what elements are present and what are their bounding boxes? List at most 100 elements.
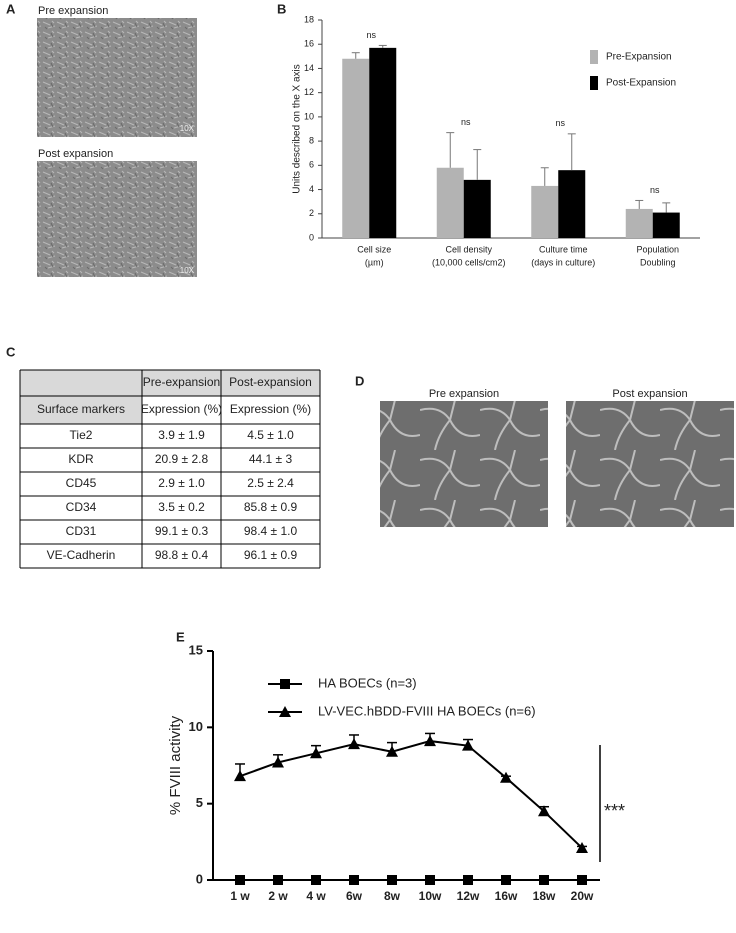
bar bbox=[463, 179, 491, 238]
legend-swatch bbox=[590, 50, 598, 64]
x-tick-label: Cell density bbox=[445, 244, 492, 254]
table-cell: 20.9 ± 2.8 bbox=[155, 452, 209, 466]
micrograph bbox=[380, 401, 548, 527]
x-tick-label: Culture time bbox=[539, 244, 588, 254]
y-tick-label: 12 bbox=[304, 87, 314, 97]
bar bbox=[652, 212, 680, 238]
y-tick-label: 8 bbox=[309, 135, 314, 145]
table-cell: Expression (%) bbox=[141, 402, 222, 416]
y-axis-label: Units described on the X axis bbox=[292, 64, 303, 194]
micrograph bbox=[37, 18, 197, 137]
panel-label: D bbox=[355, 373, 364, 388]
y-axis-label: % FVIII activity bbox=[167, 715, 184, 815]
x-tick-label: Cell size bbox=[357, 244, 391, 254]
panel-label: B bbox=[277, 1, 286, 16]
table-cell: Post-expansion bbox=[229, 375, 312, 389]
marker bbox=[272, 756, 284, 768]
table-cell: 85.8 ± 0.9 bbox=[244, 500, 298, 514]
table-cell: 2.5 ± 2.4 bbox=[247, 476, 294, 490]
panel-label: A bbox=[6, 1, 16, 16]
micrograph bbox=[566, 401, 734, 527]
marker bbox=[386, 745, 398, 757]
annotation: ns bbox=[461, 117, 471, 127]
table-cell: 4.5 ± 1.0 bbox=[247, 428, 294, 442]
table-cell: CD45 bbox=[66, 476, 97, 490]
table-cell: 98.8 ± 0.4 bbox=[155, 548, 209, 562]
marker bbox=[310, 747, 322, 759]
y-tick-label: 4 bbox=[309, 184, 314, 194]
image-caption: Pre expansion bbox=[38, 5, 108, 17]
table-cell: CD34 bbox=[66, 500, 97, 514]
x-tick-label: Doubling bbox=[640, 257, 676, 267]
marker bbox=[349, 875, 359, 885]
y-tick-label: 6 bbox=[309, 160, 314, 170]
table-cell: 2.9 ± 1.0 bbox=[158, 476, 205, 490]
x-tick-label: 4 w bbox=[306, 889, 326, 903]
x-tick-label: 18w bbox=[533, 889, 556, 903]
legend-label: Post-Expansion bbox=[606, 78, 676, 89]
marker bbox=[234, 770, 246, 782]
table-cell: 3.5 ± 0.2 bbox=[158, 500, 205, 514]
x-tick-label: 8w bbox=[384, 889, 401, 903]
bar bbox=[342, 58, 370, 238]
marker bbox=[311, 875, 321, 885]
marker bbox=[500, 771, 512, 783]
table-cell: Pre-expansion bbox=[143, 375, 220, 389]
y-tick-label: 14 bbox=[304, 63, 314, 73]
marker bbox=[235, 875, 245, 885]
x-tick-label: Population bbox=[636, 244, 679, 254]
y-tick-label: 10 bbox=[304, 111, 314, 121]
table-cell: Tie2 bbox=[70, 428, 93, 442]
marker bbox=[538, 805, 550, 817]
bar bbox=[531, 185, 559, 238]
image-scale: 10X bbox=[180, 124, 195, 133]
table-shade bbox=[20, 396, 142, 424]
x-tick-label: (10,000 cells/cm2) bbox=[432, 257, 506, 267]
panel-label: C bbox=[6, 344, 16, 359]
legend-label: LV-VEC.hBDD-FVIII HA BOECs (n=6) bbox=[318, 703, 536, 718]
image-caption: Post expansion bbox=[38, 148, 113, 160]
annotation: ns bbox=[555, 118, 565, 128]
bar bbox=[558, 170, 586, 238]
marker bbox=[279, 706, 291, 717]
table-shade bbox=[20, 370, 320, 396]
marker bbox=[501, 875, 511, 885]
y-tick-label: 10 bbox=[189, 719, 203, 734]
annotation: ns bbox=[650, 185, 660, 195]
x-tick-label: 2 w bbox=[268, 889, 288, 903]
marker bbox=[577, 875, 587, 885]
marker bbox=[539, 875, 549, 885]
table-cell: 44.1 ± 3 bbox=[249, 452, 293, 466]
table-cell: VE-Cadherin bbox=[47, 548, 116, 562]
table-cell: 96.1 ± 0.9 bbox=[244, 548, 298, 562]
marker bbox=[425, 875, 435, 885]
panel-label: E bbox=[176, 629, 185, 644]
y-tick-label: 2 bbox=[309, 208, 314, 218]
image-scale: 10X bbox=[180, 266, 195, 275]
x-tick-label: 6w bbox=[346, 889, 363, 903]
x-tick-label: (days in culture) bbox=[531, 257, 595, 267]
table-cell: Surface markers bbox=[37, 402, 125, 416]
y-tick-label: 15 bbox=[189, 642, 203, 657]
micrograph bbox=[37, 161, 197, 277]
legend-label: HA BOECs (n=3) bbox=[318, 675, 417, 690]
y-tick-label: 0 bbox=[196, 871, 203, 886]
legend-swatch bbox=[590, 76, 598, 90]
y-tick-label: 18 bbox=[304, 14, 314, 24]
table-cell: 99.1 ± 0.3 bbox=[155, 524, 209, 538]
x-tick-label: (µm) bbox=[365, 257, 384, 267]
annotation: *** bbox=[604, 801, 625, 821]
marker bbox=[424, 735, 436, 747]
table-cell: Expression (%) bbox=[230, 402, 311, 416]
image-caption: Pre expansion bbox=[429, 388, 499, 400]
table-cell: 98.4 ± 1.0 bbox=[244, 524, 298, 538]
y-tick-label: 0 bbox=[309, 232, 314, 242]
bar bbox=[625, 208, 653, 238]
table-cell: CD31 bbox=[66, 524, 97, 538]
bar bbox=[369, 47, 397, 238]
annotation: ns bbox=[366, 30, 376, 40]
x-tick-label: 10w bbox=[419, 889, 442, 903]
table-cell: KDR bbox=[68, 452, 94, 466]
table-cell: 3.9 ± 1.9 bbox=[158, 428, 205, 442]
